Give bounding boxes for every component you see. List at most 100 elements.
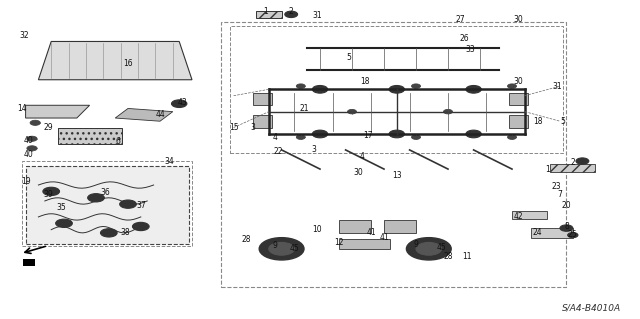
Bar — [51, 54, 90, 73]
Circle shape — [296, 135, 305, 139]
Text: 1: 1 — [263, 7, 268, 16]
Circle shape — [508, 84, 516, 88]
Text: 4: 4 — [273, 133, 278, 142]
Circle shape — [132, 222, 149, 231]
Text: 11: 11 — [463, 252, 472, 261]
Text: 28: 28 — [444, 252, 452, 261]
Circle shape — [259, 238, 304, 260]
Bar — [550, 164, 595, 172]
Bar — [531, 228, 573, 238]
Circle shape — [412, 135, 420, 139]
Text: FR: FR — [24, 259, 34, 265]
Text: 34: 34 — [164, 157, 175, 166]
Text: 16: 16 — [123, 59, 133, 68]
Bar — [256, 11, 282, 18]
Text: 45: 45 — [289, 244, 300, 253]
Circle shape — [43, 187, 60, 196]
Circle shape — [568, 233, 578, 238]
Text: 38: 38 — [120, 228, 130, 237]
Circle shape — [389, 130, 404, 138]
Text: 7: 7 — [557, 190, 563, 199]
Text: 44: 44 — [155, 110, 165, 119]
Bar — [253, 93, 272, 105]
Text: 28: 28 — [242, 235, 251, 244]
Circle shape — [88, 194, 104, 202]
Circle shape — [312, 130, 328, 138]
Text: 5: 5 — [346, 53, 351, 62]
Circle shape — [412, 84, 420, 88]
Text: 23: 23 — [552, 182, 562, 191]
Bar — [339, 220, 371, 233]
Text: 18: 18 — [533, 117, 542, 126]
Bar — [90, 54, 128, 73]
Bar — [253, 115, 272, 128]
Circle shape — [406, 238, 451, 260]
Circle shape — [172, 100, 187, 108]
Bar — [509, 115, 528, 128]
Text: 42: 42 — [513, 212, 524, 221]
Circle shape — [508, 135, 516, 139]
Circle shape — [269, 242, 294, 255]
Circle shape — [560, 225, 573, 231]
Bar — [230, 26, 563, 153]
Circle shape — [348, 109, 356, 114]
Text: 31: 31 — [552, 82, 562, 91]
Text: 36: 36 — [100, 189, 111, 197]
Text: 35: 35 — [56, 203, 66, 212]
Circle shape — [296, 84, 305, 88]
Text: 30: 30 — [513, 77, 524, 86]
Circle shape — [27, 136, 37, 141]
Text: 24: 24 — [532, 228, 543, 237]
Circle shape — [576, 158, 589, 164]
Text: 2: 2 — [289, 7, 294, 16]
Circle shape — [466, 130, 481, 138]
Circle shape — [389, 85, 404, 93]
Text: 31: 31 — [312, 11, 322, 20]
Text: 12: 12 — [335, 238, 344, 247]
Text: 3: 3 — [311, 145, 316, 154]
Text: 29: 29 — [43, 123, 53, 132]
Text: 5: 5 — [561, 117, 566, 126]
Circle shape — [100, 229, 117, 237]
Text: S/A4-B4010A: S/A4-B4010A — [562, 304, 621, 313]
Text: 20: 20 — [561, 201, 572, 210]
Text: 2: 2 — [570, 158, 575, 167]
Text: 41: 41 — [366, 228, 376, 237]
Text: 19: 19 — [20, 177, 31, 186]
Polygon shape — [115, 108, 173, 121]
Circle shape — [312, 85, 328, 93]
Bar — [384, 220, 416, 233]
Text: 22: 22 — [274, 147, 283, 156]
Text: 37: 37 — [136, 201, 146, 210]
Bar — [512, 211, 547, 219]
Text: 26: 26 — [459, 34, 469, 43]
Circle shape — [466, 85, 481, 93]
Text: 25: 25 — [568, 230, 578, 239]
Circle shape — [285, 11, 298, 18]
Text: 32: 32 — [19, 31, 29, 40]
Bar — [26, 166, 189, 244]
Circle shape — [27, 146, 37, 151]
Bar — [22, 161, 192, 246]
Text: 17: 17 — [363, 131, 373, 140]
Circle shape — [416, 242, 442, 255]
Text: 39: 39 — [43, 190, 53, 199]
Text: 30: 30 — [353, 168, 364, 177]
Text: 43: 43 — [177, 98, 188, 107]
Text: 15: 15 — [228, 123, 239, 132]
Circle shape — [30, 120, 40, 125]
Text: 27: 27 — [456, 15, 466, 24]
Text: 30: 30 — [513, 15, 524, 24]
Text: 13: 13 — [392, 171, 402, 180]
Text: 9: 9 — [413, 240, 419, 249]
Bar — [339, 239, 390, 249]
Text: 9: 9 — [273, 241, 278, 250]
Text: 40: 40 — [24, 150, 34, 159]
Text: 1: 1 — [545, 165, 550, 174]
Text: 45: 45 — [436, 243, 447, 252]
Text: 21: 21 — [300, 104, 308, 113]
Circle shape — [444, 109, 452, 114]
Text: 18: 18 — [360, 77, 369, 86]
Circle shape — [56, 219, 72, 227]
Text: 6: 6 — [116, 137, 121, 146]
